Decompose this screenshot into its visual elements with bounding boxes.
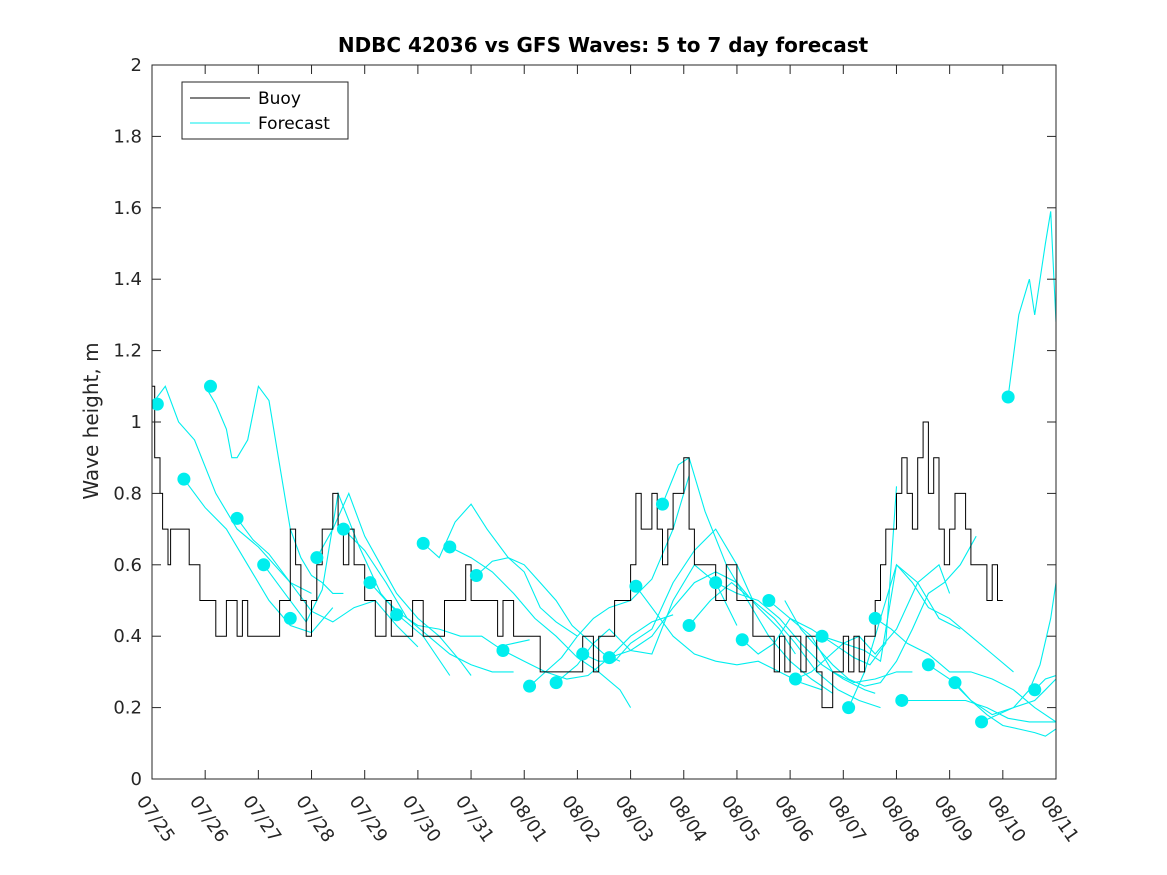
forecast-marker	[921, 658, 935, 672]
forecast-line-29	[954, 682, 1056, 737]
forecast-marker	[230, 511, 244, 525]
forecast-line-27	[901, 699, 1056, 723]
forecast-line-9	[422, 503, 578, 637]
forecast-marker	[1001, 390, 1015, 404]
y-tick-label: 2	[131, 55, 142, 76]
y-tick-label: 1.8	[113, 126, 142, 147]
forecast-marker	[390, 608, 404, 622]
forecast-marker	[549, 676, 563, 690]
forecast-line-31	[1007, 211, 1056, 398]
buoy-line	[152, 385, 1003, 709]
forecast-marker	[709, 576, 723, 590]
forecast-marker	[682, 618, 696, 632]
forecast-line-10	[449, 546, 632, 708]
forecast-marker	[788, 672, 802, 686]
y-tick-label: 1.2	[113, 341, 142, 362]
y-tick-label: 0.2	[113, 698, 142, 719]
forecast-marker	[496, 643, 510, 657]
plot-area	[152, 211, 1056, 737]
legend-buoy-label: Buoy	[258, 89, 301, 109]
forecast-marker	[336, 522, 350, 536]
forecast-line-6	[316, 491, 472, 676]
forecast-marker	[815, 629, 829, 643]
forecast-line-23	[795, 563, 951, 680]
forecast-marker	[310, 551, 324, 565]
forecast-marker	[576, 647, 590, 661]
y-axis-label: Wave height, m	[79, 342, 103, 499]
forecast-marker	[283, 611, 297, 625]
forecast-line-26	[874, 617, 1056, 723]
forecast-marker	[895, 693, 909, 707]
forecast-marker	[416, 536, 430, 550]
forecast-line-11	[476, 557, 621, 662]
forecast-marker	[629, 579, 643, 593]
forecast-marker	[257, 558, 271, 572]
forecast-marker	[523, 679, 537, 693]
forecast-marker	[443, 540, 457, 554]
forecast-marker	[735, 633, 749, 647]
y-tick-label: 0	[131, 769, 142, 790]
y-tick-label: 1.4	[113, 269, 142, 290]
forecast-marker	[868, 611, 882, 625]
forecast-marker	[363, 576, 377, 590]
forecast-line-19	[688, 581, 881, 709]
forecast-line-16	[609, 571, 796, 659]
forecast-marker	[655, 497, 669, 511]
y-tick-label: 0.6	[113, 555, 142, 576]
forecast-marker	[602, 651, 616, 665]
forecast-marker	[177, 472, 191, 486]
legend: Buoy Forecast	[181, 81, 349, 140]
y-tick-label: 0.8	[113, 483, 142, 504]
forecast-marker	[842, 701, 856, 715]
legend-box	[181, 81, 349, 140]
forecast-line-2	[183, 478, 334, 634]
forecast-line-12	[502, 614, 674, 680]
forecast-marker	[975, 715, 989, 729]
forecast-line-24	[821, 563, 961, 663]
y-tick-label: 1.6	[113, 198, 142, 219]
forecast-marker	[1028, 683, 1042, 697]
forecast-line-1	[152, 385, 312, 594]
forecast-line-3	[204, 384, 344, 594]
forecast-marker	[948, 676, 962, 690]
y-tick-label: 1	[131, 412, 142, 433]
series-layer	[152, 211, 1056, 737]
forecast-marker	[152, 397, 164, 411]
chart-title: NDBC 42036 vs GFS Waves: 5 to 7 day fore…	[338, 33, 869, 57]
legend-forecast-label: Forecast	[258, 114, 330, 134]
y-tick-label: 0.4	[113, 626, 142, 647]
forecast-marker	[469, 569, 483, 583]
forecast-marker	[203, 379, 217, 393]
forecast-marker	[762, 594, 776, 607]
forecast-line-25	[848, 563, 1014, 708]
